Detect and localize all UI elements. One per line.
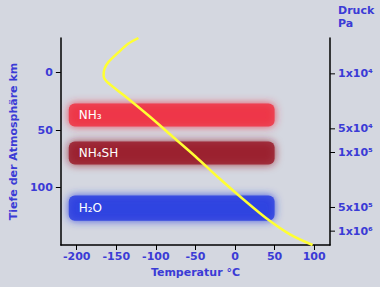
svg-text:Temperatur °C: Temperatur °C — [151, 266, 240, 279]
svg-text:100: 100 — [30, 181, 53, 194]
svg-text:100: 100 — [303, 250, 326, 263]
svg-text:NH₃: NH₃ — [79, 108, 102, 122]
svg-text:NH₄SH: NH₄SH — [79, 146, 118, 160]
svg-text:-200: -200 — [63, 250, 91, 263]
svg-text:1x10⁴: 1x10⁴ — [338, 67, 373, 80]
svg-text:5x10⁴: 5x10⁴ — [338, 122, 373, 135]
svg-text:Druck: Druck — [338, 4, 375, 17]
svg-text:1x10⁶: 1x10⁶ — [338, 225, 373, 238]
svg-text:50: 50 — [267, 250, 283, 263]
svg-text:Pa: Pa — [338, 17, 353, 30]
svg-text:5x10⁵: 5x10⁵ — [338, 201, 373, 214]
svg-text:0: 0 — [231, 250, 239, 263]
svg-text:-100: -100 — [142, 250, 170, 263]
svg-text:1x10⁵: 1x10⁵ — [338, 146, 373, 159]
svg-text:-50: -50 — [185, 250, 205, 263]
svg-text:H₂O: H₂O — [79, 201, 102, 215]
svg-text:-150: -150 — [103, 250, 131, 263]
svg-text:Tiefe der Atmosphäre km: Tiefe der Atmosphäre km — [7, 63, 20, 220]
svg-text:50: 50 — [38, 124, 54, 137]
svg-text:0: 0 — [45, 66, 53, 79]
